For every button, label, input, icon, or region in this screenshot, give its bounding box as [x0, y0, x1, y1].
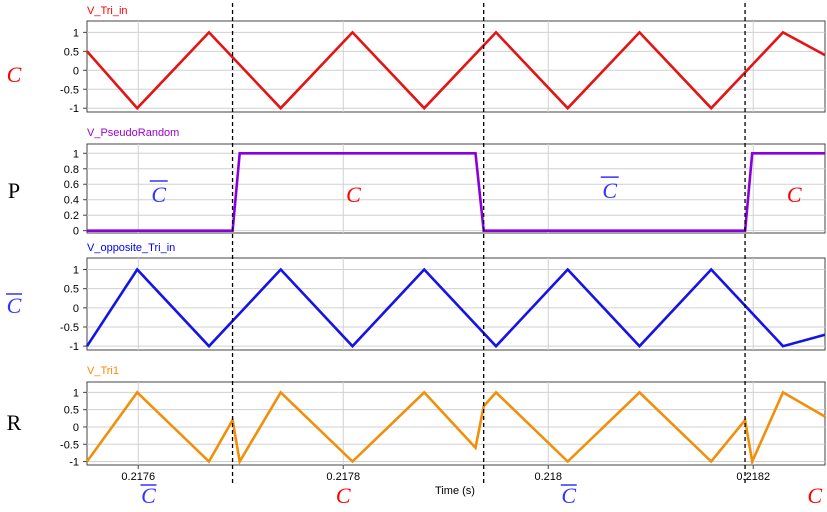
y-tick-label: 1: [73, 387, 79, 399]
plot-frame: [86, 20, 826, 113]
y-tick-label: -1: [69, 341, 79, 353]
bottom-region-label: C: [141, 483, 156, 508]
y-tick-label: 1: [73, 27, 79, 39]
region-label: C: [602, 178, 617, 203]
x-tick-label: 0.2178: [326, 471, 360, 483]
panel-title: V_Tri1: [87, 365, 119, 377]
series-line: [86, 30, 826, 111]
region-label: C: [151, 182, 166, 207]
y-tick-label: 0.8: [64, 164, 79, 176]
y-tick-label: -1: [69, 457, 79, 469]
y-tick-label: 0: [73, 65, 79, 77]
panel-title: V_Tri_in: [87, 5, 128, 17]
y-tick-label: 1: [73, 148, 79, 160]
y-tick-label: 0.2: [64, 210, 79, 222]
panel-1: 1 0.5 0 -0.5 -1 V_Tri_in C: [7, 5, 826, 115]
series-line: [87, 152, 825, 232]
panel-4: 1 0.5 0 -0.5 -1 V_Tri1 R: [7, 365, 826, 469]
panel-title: V_opposite_Tri_in: [87, 242, 175, 254]
y-tick-label: -1: [69, 103, 79, 115]
x-axis-label: Time (s): [435, 485, 475, 497]
y-tick-label: -0.5: [60, 439, 79, 451]
bottom-region-label: C: [807, 483, 822, 508]
panels-layer: 1 0.5 0 -0.5 -1 V_Tri_in C 1 0.8 0.6 0.4 0.2 0 V_Pseu…: [6, 5, 826, 469]
bottom-region-label: C: [561, 483, 576, 508]
region-label: C: [787, 182, 802, 207]
y-tick-label: 0.5: [64, 405, 79, 417]
side-label: C: [7, 293, 22, 318]
side-label: P: [8, 178, 20, 203]
plot-frame: [86, 381, 826, 466]
y-tick-label: 0.5: [64, 284, 79, 296]
series-line: [85, 267, 826, 349]
region-label: C: [346, 182, 361, 207]
panel-2: 1 0.8 0.6 0.4 0.2 0 V_PseudoRandom P C C C C: [8, 127, 826, 238]
plot-frame: [86, 143, 826, 234]
y-tick-label: -0.5: [60, 84, 79, 96]
bottom-region-label: C: [336, 483, 351, 508]
y-tick-label: 0: [73, 226, 79, 238]
y-tick-label: 0: [73, 422, 79, 434]
x-tick-label: 0.2176: [121, 471, 155, 483]
y-tick-label: -0.5: [60, 322, 79, 334]
x-tick-label: 0.2182: [736, 471, 770, 483]
panel-3: 1 0.5 0 -0.5 -1 V_opposite_Tri_in C: [6, 242, 826, 353]
y-tick-label: 0.4: [64, 195, 79, 207]
y-tick-label: 0: [73, 303, 79, 315]
side-label: C: [7, 62, 22, 87]
panel-title: V_PseudoRandom: [87, 127, 179, 139]
switch-lines-layer: [231, 3, 746, 484]
y-tick-label: 0.5: [64, 46, 79, 58]
x-axis: 0.2176 0.2178 0.218 0.2182 Time (s): [121, 465, 770, 497]
x-tick-label: 0.218: [534, 471, 562, 483]
y-tick-label: 0.6: [64, 179, 79, 191]
y-tick-label: 1: [73, 265, 79, 277]
side-label: R: [7, 410, 22, 435]
